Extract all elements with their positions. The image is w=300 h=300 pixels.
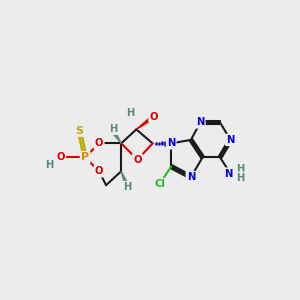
- Text: O: O: [95, 138, 103, 148]
- Text: O: O: [133, 154, 142, 165]
- Text: N: N: [196, 117, 204, 128]
- Text: O: O: [56, 152, 65, 162]
- Polygon shape: [113, 132, 121, 143]
- Text: N: N: [167, 138, 176, 148]
- Text: Cl: Cl: [154, 179, 165, 189]
- Text: O: O: [95, 166, 103, 176]
- Polygon shape: [121, 171, 127, 183]
- Text: N: N: [187, 172, 195, 182]
- Text: S: S: [75, 126, 83, 136]
- Polygon shape: [136, 115, 155, 129]
- Text: N: N: [226, 135, 235, 145]
- Text: H: H: [45, 160, 53, 170]
- Text: N: N: [224, 169, 232, 178]
- Text: H: H: [109, 124, 117, 134]
- Text: O: O: [149, 112, 158, 122]
- Text: H: H: [236, 164, 244, 174]
- Text: H: H: [236, 173, 244, 183]
- Text: P: P: [81, 152, 89, 162]
- Text: H: H: [126, 108, 135, 118]
- Text: H: H: [123, 182, 131, 192]
